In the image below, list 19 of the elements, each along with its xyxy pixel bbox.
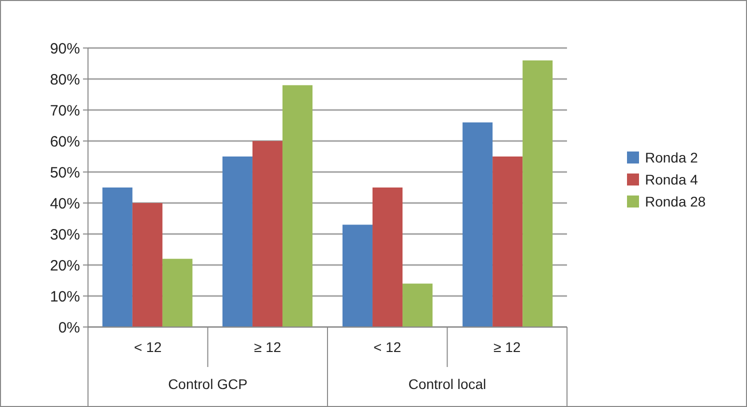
y-tick-label: 90% xyxy=(50,40,80,58)
y-tick-label: 70% xyxy=(50,102,80,120)
x-tick-label: < 12 xyxy=(134,339,162,355)
x-tick-label: ≥ 12 xyxy=(254,339,282,355)
legend-label: Ronda 2 xyxy=(645,149,698,166)
x-tick-label: ≥ 12 xyxy=(494,339,521,355)
y-tick-label: 80% xyxy=(50,71,80,88)
y-tick-label: 40% xyxy=(50,195,80,212)
y-tick-label: 10% xyxy=(50,288,80,306)
text: Control local xyxy=(408,376,486,392)
y-tick-label: 0% xyxy=(58,319,80,336)
y-tick-label: 30% xyxy=(50,226,80,244)
y-tick-label: 60% xyxy=(50,133,80,150)
legend-label: Ronda 4 xyxy=(645,171,698,188)
y-tick-label: 50% xyxy=(50,164,80,182)
legend-label: Ronda 28 xyxy=(645,193,706,210)
y-tick-label: 20% xyxy=(50,257,80,274)
text: Control GCP xyxy=(168,376,248,392)
x-tick-label: < 12 xyxy=(374,339,402,355)
